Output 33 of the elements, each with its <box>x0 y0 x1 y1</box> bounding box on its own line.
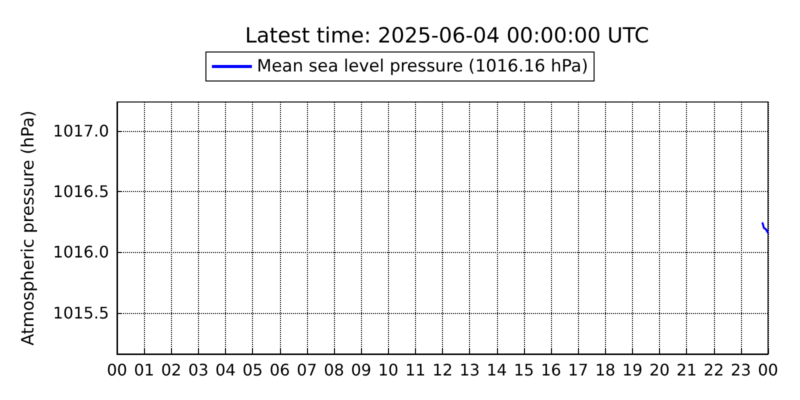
x-tick-label: 08 <box>324 360 344 380</box>
x-tick-label: 16 <box>540 360 562 380</box>
x-tick-label: 21 <box>676 360 697 380</box>
y-tick-label: 1016.0 <box>53 242 109 262</box>
y-tick-label: 1016.5 <box>53 182 109 202</box>
x-tick-label: 05 <box>242 360 263 380</box>
x-tick-label: 00 <box>106 360 128 380</box>
x-tick-label: 07 <box>296 360 318 380</box>
y-axis-title: Atmospheric pressure (hPa) <box>18 110 38 346</box>
x-tick-label: 00 <box>758 360 778 380</box>
x-tick-label: 03 <box>188 360 209 380</box>
x-tick-label: 14 <box>486 360 507 380</box>
x-tick-label: 02 <box>161 360 182 380</box>
x-tick-label: 19 <box>622 360 643 380</box>
legend-label: Mean sea level pressure (1016.16 hPa) <box>256 56 588 76</box>
x-tick-label: 11 <box>405 360 426 380</box>
x-tick-label: 10 <box>378 360 398 380</box>
x-tick-label: 22 <box>704 360 724 380</box>
x-tick-label: 09 <box>350 360 372 380</box>
x-tick-label: 20 <box>649 360 670 380</box>
x-tick-label: 04 <box>215 360 236 380</box>
y-tick-label: 1017.0 <box>53 122 109 141</box>
x-tick-label: 13 <box>459 360 480 380</box>
x-tick-label: 18 <box>595 360 616 380</box>
x-tick-label: 23 <box>730 360 752 380</box>
x-tick-label: 01 <box>134 360 154 380</box>
x-tick-label: 06 <box>270 360 290 380</box>
y-tick-label: 1015.5 <box>53 303 109 322</box>
x-tick-label: 12 <box>432 360 453 380</box>
x-tick-label: 15 <box>514 360 534 380</box>
chart-title: Latest time: 2025-06-04 00:00:00 UTC <box>244 24 650 48</box>
line-series <box>762 222 769 234</box>
x-tick-label: 17 <box>568 360 588 380</box>
